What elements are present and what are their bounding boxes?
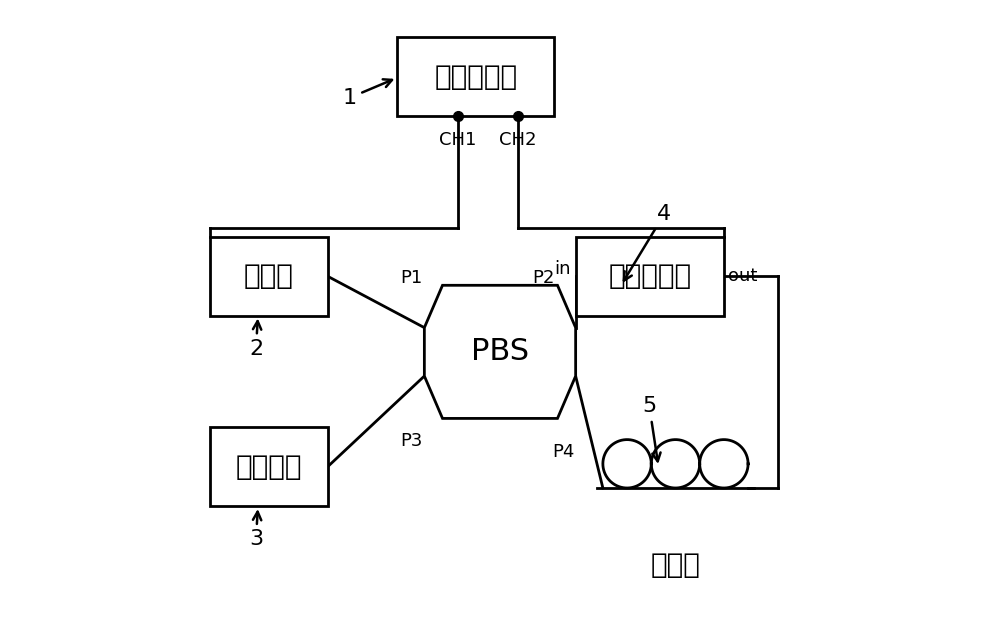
Bar: [210, 237, 328, 316]
Text: 5: 5: [642, 396, 661, 461]
Text: P2: P2: [532, 269, 554, 287]
Text: 波形发生器: 波形发生器: [434, 63, 517, 90]
Text: in: in: [554, 260, 571, 278]
Text: P4: P4: [552, 443, 574, 461]
Text: 相位调制器: 相位调制器: [608, 262, 691, 290]
Text: P3: P3: [400, 432, 423, 451]
Text: out: out: [728, 267, 757, 285]
Text: CH2: CH2: [499, 131, 537, 149]
Text: CH1: CH1: [439, 131, 476, 149]
Bar: [210, 428, 328, 506]
Bar: [576, 237, 724, 316]
Text: 2: 2: [249, 321, 263, 359]
Text: 延时线: 延时线: [651, 551, 700, 579]
Bar: [397, 37, 554, 116]
Text: 激光器: 激光器: [244, 262, 293, 290]
Text: 1: 1: [343, 79, 392, 108]
Text: 3: 3: [249, 512, 263, 550]
Text: PBS: PBS: [471, 337, 529, 366]
Polygon shape: [424, 285, 576, 418]
Text: 4: 4: [624, 204, 671, 280]
Text: 光功率计: 光功率计: [235, 453, 302, 481]
Text: P1: P1: [400, 269, 422, 287]
